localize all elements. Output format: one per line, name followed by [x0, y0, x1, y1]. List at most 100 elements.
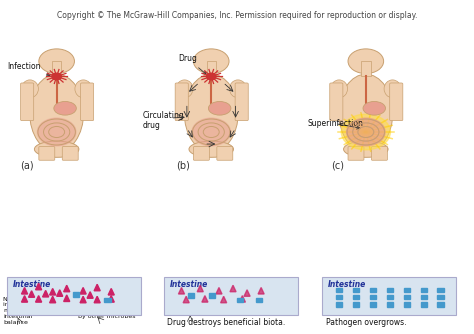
- Ellipse shape: [35, 141, 79, 157]
- Bar: [370, 303, 376, 307]
- Bar: [337, 288, 342, 292]
- Ellipse shape: [341, 114, 391, 150]
- FancyBboxPatch shape: [361, 61, 371, 76]
- Ellipse shape: [176, 80, 193, 98]
- FancyBboxPatch shape: [164, 277, 298, 315]
- Ellipse shape: [339, 74, 393, 152]
- Polygon shape: [230, 285, 236, 292]
- Text: Normal biota
important to
maintain
intestinal
balance: Normal biota important to maintain intes…: [3, 297, 44, 325]
- Bar: [420, 288, 427, 292]
- Bar: [353, 288, 359, 292]
- Bar: [387, 288, 393, 292]
- Polygon shape: [178, 288, 184, 294]
- Bar: [256, 298, 262, 302]
- FancyBboxPatch shape: [52, 61, 61, 76]
- Circle shape: [207, 73, 216, 80]
- Bar: [237, 298, 243, 302]
- FancyBboxPatch shape: [348, 147, 364, 160]
- Text: (b): (b): [176, 160, 190, 170]
- Ellipse shape: [331, 80, 347, 98]
- Polygon shape: [108, 296, 114, 302]
- Bar: [438, 295, 444, 299]
- Bar: [209, 293, 215, 298]
- Ellipse shape: [184, 74, 238, 152]
- Bar: [104, 298, 110, 302]
- Polygon shape: [216, 288, 222, 294]
- Text: Intestine: Intestine: [328, 280, 366, 289]
- FancyBboxPatch shape: [62, 147, 78, 160]
- Text: Circulating
drug: Circulating drug: [142, 111, 184, 130]
- Bar: [337, 295, 342, 299]
- Polygon shape: [57, 290, 63, 296]
- Ellipse shape: [75, 80, 92, 98]
- Ellipse shape: [21, 80, 38, 98]
- Text: (c): (c): [331, 160, 344, 170]
- Bar: [370, 288, 376, 292]
- Bar: [73, 292, 79, 297]
- Text: Drug destroys beneficial biota.: Drug destroys beneficial biota.: [167, 318, 285, 327]
- FancyBboxPatch shape: [81, 83, 94, 121]
- Polygon shape: [258, 288, 264, 294]
- Bar: [353, 303, 359, 307]
- Polygon shape: [43, 291, 49, 297]
- Ellipse shape: [346, 118, 385, 146]
- Ellipse shape: [37, 118, 76, 146]
- Ellipse shape: [192, 118, 230, 146]
- Bar: [420, 303, 427, 307]
- Ellipse shape: [209, 102, 231, 115]
- FancyBboxPatch shape: [390, 83, 403, 121]
- Bar: [438, 288, 444, 292]
- Bar: [404, 288, 410, 292]
- Polygon shape: [21, 296, 27, 302]
- Bar: [438, 303, 444, 307]
- FancyBboxPatch shape: [20, 83, 34, 121]
- Polygon shape: [80, 296, 86, 303]
- Polygon shape: [197, 285, 203, 292]
- FancyBboxPatch shape: [175, 83, 188, 121]
- Ellipse shape: [54, 102, 76, 115]
- Text: Drug: Drug: [178, 54, 206, 74]
- Bar: [337, 303, 342, 307]
- Polygon shape: [36, 283, 42, 290]
- Polygon shape: [64, 285, 70, 292]
- Text: Intestine: Intestine: [170, 280, 208, 289]
- Text: Intestine: Intestine: [13, 280, 51, 289]
- Ellipse shape: [189, 141, 234, 157]
- Text: Pathogen overgrows.: Pathogen overgrows.: [326, 318, 407, 327]
- FancyBboxPatch shape: [322, 277, 456, 315]
- Polygon shape: [94, 296, 100, 303]
- Ellipse shape: [384, 80, 401, 98]
- Ellipse shape: [229, 80, 246, 98]
- Circle shape: [52, 73, 61, 80]
- Polygon shape: [50, 289, 56, 295]
- Polygon shape: [36, 296, 42, 302]
- Polygon shape: [28, 291, 35, 297]
- Circle shape: [348, 49, 383, 73]
- Ellipse shape: [30, 74, 83, 152]
- Polygon shape: [239, 296, 246, 302]
- FancyBboxPatch shape: [330, 83, 343, 121]
- Bar: [370, 295, 376, 299]
- Polygon shape: [108, 289, 114, 295]
- Polygon shape: [80, 288, 86, 294]
- Bar: [420, 295, 427, 299]
- Bar: [353, 295, 359, 299]
- Bar: [404, 295, 410, 299]
- FancyBboxPatch shape: [372, 147, 387, 160]
- Polygon shape: [94, 284, 100, 291]
- Text: (a): (a): [20, 160, 34, 170]
- Polygon shape: [64, 295, 70, 302]
- Bar: [387, 295, 393, 299]
- FancyBboxPatch shape: [8, 277, 141, 315]
- FancyBboxPatch shape: [235, 83, 248, 121]
- Bar: [387, 303, 393, 307]
- FancyBboxPatch shape: [39, 147, 55, 160]
- Ellipse shape: [346, 118, 385, 146]
- Text: Copyright © The McGraw-Hill Companies, Inc. Permission required for reproduction: Copyright © The McGraw-Hill Companies, I…: [57, 11, 417, 20]
- Text: Superinfection: Superinfection: [307, 119, 363, 129]
- Polygon shape: [183, 296, 189, 303]
- Polygon shape: [244, 290, 250, 296]
- Circle shape: [39, 49, 74, 73]
- Circle shape: [193, 49, 229, 73]
- Text: Infection: Infection: [8, 62, 50, 76]
